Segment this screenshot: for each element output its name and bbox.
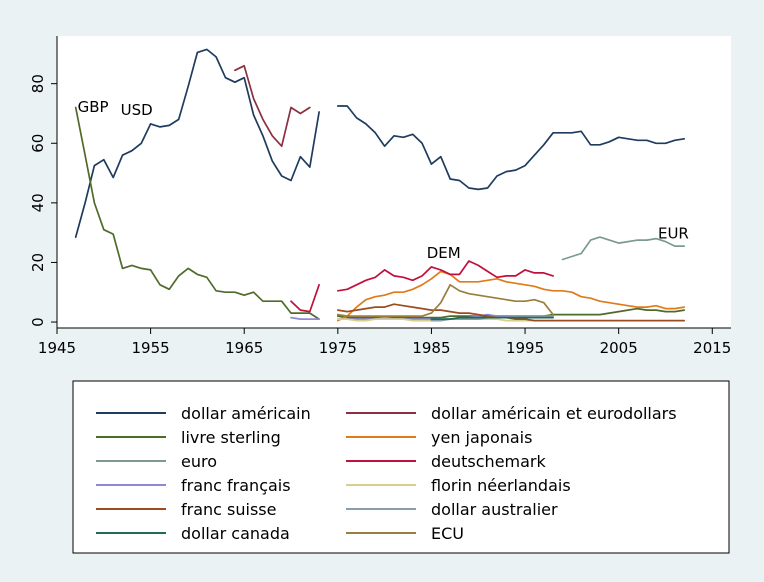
series-line-livre-sterling xyxy=(74,106,320,320)
y-tick-label: 80 xyxy=(29,74,47,93)
series-dollar-canada xyxy=(430,316,554,320)
series-line-dollar-canada xyxy=(430,316,554,320)
series-line-dollar-americain xyxy=(336,105,686,191)
plot-area xyxy=(57,36,731,328)
legend-item-ecu: ECU xyxy=(346,524,464,543)
annotation-dem: DEM xyxy=(427,244,461,262)
legend-label: florin néerlandais xyxy=(431,476,571,495)
x-tick-label: 1965 xyxy=(225,339,263,357)
legend-label: franc français xyxy=(181,476,291,495)
legend-label: ECU xyxy=(431,524,464,543)
legend-item-dollar-canada: dollar canada xyxy=(96,524,290,543)
series-dollar-americain-et-eurodollars xyxy=(234,64,311,148)
axes: 1945 1955 1965 1975 1985 1995 2005 2015 0 20 40 60 8… xyxy=(29,36,731,357)
legend-item-franc-suisse: franc suisse xyxy=(96,500,276,519)
legend-item-franc-francais: franc français xyxy=(96,476,291,495)
x-tick-label: 1945 xyxy=(38,339,76,357)
legend-label: dollar américain et eurodollars xyxy=(431,404,677,423)
x-tick-label: 1975 xyxy=(319,339,357,357)
series-yen-japonais xyxy=(336,270,686,322)
y-tick-label: 20 xyxy=(29,253,47,272)
series-line-franc-francais xyxy=(290,316,320,320)
legend-label: deutschemark xyxy=(431,452,547,471)
annotation-gbp: GBP xyxy=(78,98,109,116)
legend-item-dollar-australier: dollar australier xyxy=(346,500,558,519)
legend-item-florin-neerlandais: florin néerlandais xyxy=(346,476,571,495)
y-tick-label: 60 xyxy=(29,134,47,153)
series-dollar-americain xyxy=(74,48,686,238)
series-line-deutschemark xyxy=(336,260,554,292)
y-tick-label: 40 xyxy=(29,193,47,212)
legend-label: yen japonais xyxy=(431,428,532,447)
legend-item-dollar-americain: dollar américain xyxy=(96,404,311,423)
series-lines xyxy=(74,48,686,322)
series-line-yen-japonais xyxy=(336,270,686,322)
series-line-euro xyxy=(561,236,686,261)
legend-item-livre-sterling: livre sterling xyxy=(96,428,281,447)
x-tick-label: 1985 xyxy=(412,339,450,357)
series-euro xyxy=(561,236,686,261)
annotation-usd: USD xyxy=(121,101,153,119)
y-tick-label: 0 xyxy=(29,317,47,327)
x-tick-label: 1995 xyxy=(506,339,544,357)
x-tick-label: 2005 xyxy=(600,339,638,357)
x-tick-label: 1955 xyxy=(132,339,170,357)
legend-label: livre sterling xyxy=(181,428,281,447)
legend-item-euro: euro xyxy=(96,452,217,471)
series-line-deutschemark xyxy=(290,283,320,313)
legend-label: dollar canada xyxy=(181,524,290,543)
legend-box xyxy=(72,380,730,554)
legend-item-deutschemark: deutschemark xyxy=(346,452,547,471)
legend-label: dollar américain xyxy=(181,404,311,423)
legend-label: euro xyxy=(181,452,217,471)
legend: dollar américain dollar américain et euro… xyxy=(96,404,677,543)
series-line-dollar-americain-et-eurodollars xyxy=(234,64,311,148)
series-line-ecu xyxy=(336,283,554,317)
annotation-eur: EUR xyxy=(658,225,689,243)
legend-label: franc suisse xyxy=(181,500,276,519)
series-ecu xyxy=(336,283,554,317)
x-tick-label: 2015 xyxy=(693,339,731,357)
legend-item-dollar-americain-et-eurodollars: dollar américain et eurodollars xyxy=(346,404,677,423)
annotations: GBP USD DEM EUR xyxy=(78,98,689,262)
legend-label: dollar australier xyxy=(431,500,558,519)
series-line-dollar-americain xyxy=(74,48,320,238)
series-deutschemark xyxy=(290,260,554,313)
legend-item-yen-japonais: yen japonais xyxy=(346,428,532,447)
